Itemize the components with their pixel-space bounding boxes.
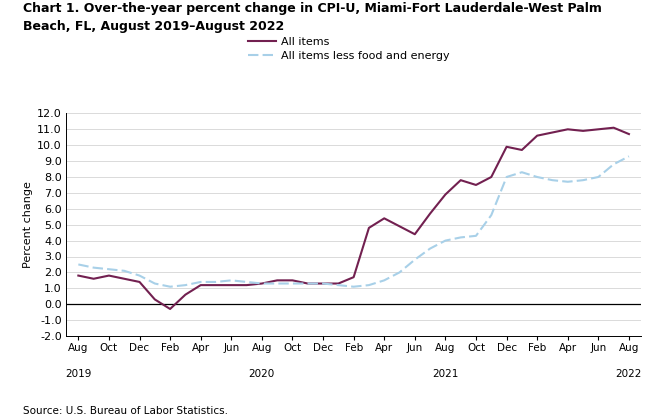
Text: 2020: 2020 [249, 369, 275, 379]
Y-axis label: Percent change: Percent change [23, 181, 33, 268]
Text: 2019: 2019 [65, 369, 91, 379]
Text: Chart 1. Over-the-year percent change in CPI-U, Miami-Fort Lauderdale-West Palm: Chart 1. Over-the-year percent change in… [23, 2, 602, 15]
Text: Beach, FL, August 2019–August 2022: Beach, FL, August 2019–August 2022 [23, 20, 284, 33]
Legend: All items, All items less food and energy: All items, All items less food and energ… [243, 33, 454, 65]
Text: Source: U.S. Bureau of Labor Statistics.: Source: U.S. Bureau of Labor Statistics. [23, 406, 228, 416]
Text: 2021: 2021 [432, 369, 459, 379]
Text: 2022: 2022 [616, 369, 642, 379]
